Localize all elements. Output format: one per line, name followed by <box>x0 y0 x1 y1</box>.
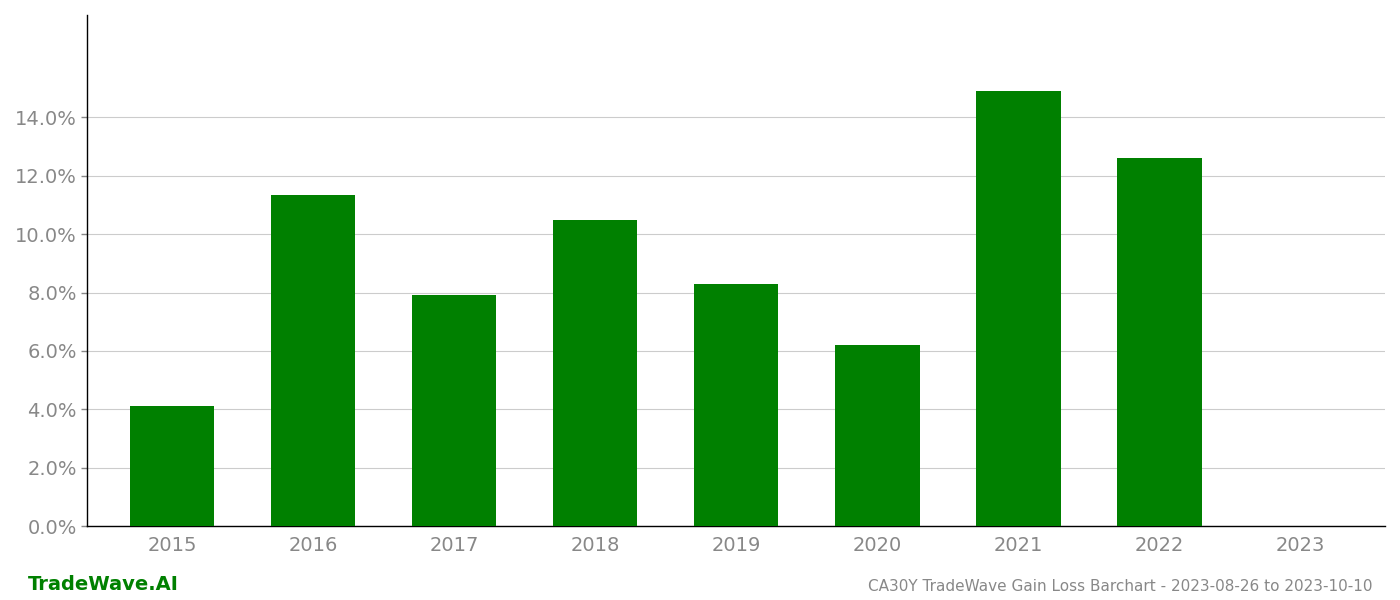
Bar <box>834 345 920 526</box>
Text: TradeWave.AI: TradeWave.AI <box>28 575 179 594</box>
Bar <box>976 91 1061 526</box>
Bar <box>694 284 778 526</box>
Bar <box>1117 158 1201 526</box>
Bar <box>553 220 637 526</box>
Bar <box>412 295 497 526</box>
Bar <box>130 406 214 526</box>
Bar <box>270 194 356 526</box>
Text: CA30Y TradeWave Gain Loss Barchart - 2023-08-26 to 2023-10-10: CA30Y TradeWave Gain Loss Barchart - 202… <box>868 579 1372 594</box>
